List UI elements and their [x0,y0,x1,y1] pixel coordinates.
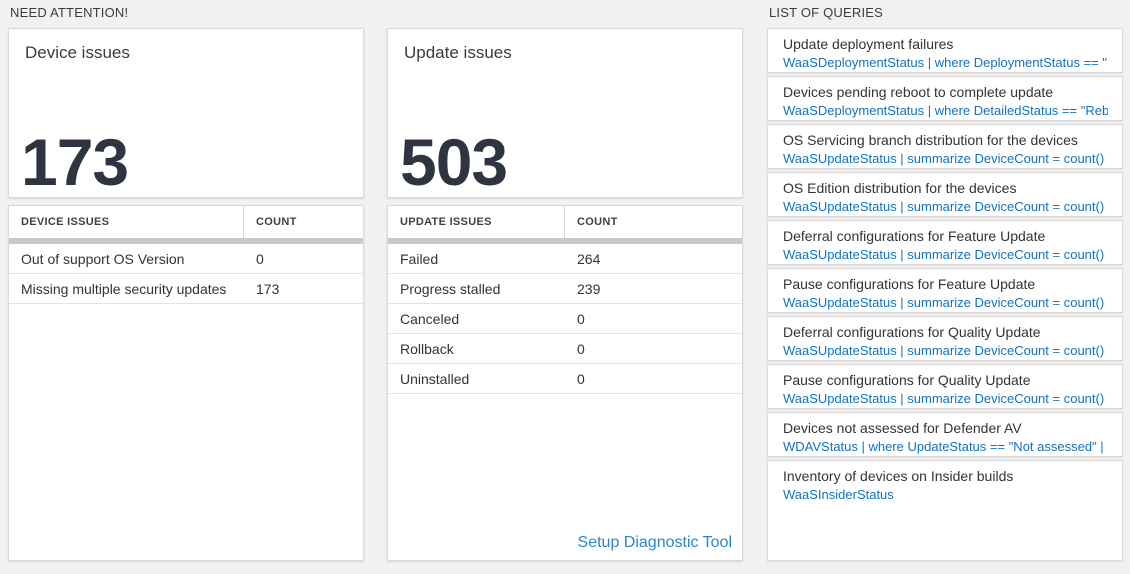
query-item[interactable]: Update deployment failures WaaSDeploymen… [767,28,1123,73]
table-row[interactable]: Uninstalled 0 [388,364,742,394]
list-of-queries-section-header: LIST OF QUERIES [769,5,884,20]
device-table-scrollbar-track[interactable] [9,238,363,244]
row-count: 0 [577,310,585,327]
query-title: Inventory of devices on Insider builds [783,468,1014,484]
query-text: WaaSDeploymentStatus | where DetailedSta… [783,103,1108,118]
device-table-header-count: COUNT [256,216,297,228]
row-count: 0 [577,370,585,387]
query-text: WaaSUpdateStatus | summarize DeviceCount… [783,295,1108,310]
query-list: Update deployment failures WaaSDeploymen… [767,28,1123,561]
query-item[interactable]: Pause configurations for Feature Update … [767,268,1123,313]
query-title: Pause configurations for Quality Update [783,372,1031,388]
device-issues-card[interactable]: Device issues 173 [8,28,364,198]
query-title: OS Edition distribution for the devices [783,180,1017,196]
query-text: WaaSUpdateStatus | summarize DeviceCount… [783,199,1108,214]
query-text: WDAVStatus | where UpdateStatus == "Not … [783,439,1108,454]
device-issues-table: DEVICE ISSUES COUNT Out of support OS Ve… [8,205,364,561]
query-title: OS Servicing branch distribution for the… [783,132,1078,148]
query-title: Update deployment failures [783,36,954,52]
query-text: WaaSUpdateStatus | summarize DeviceCount… [783,247,1108,262]
update-table-header-issues: UPDATE ISSUES [388,206,565,238]
update-issues-count: 503 [400,125,508,199]
query-title: Pause configurations for Feature Update [783,276,1036,292]
row-label: Failed [400,250,439,267]
row-label: Progress stalled [400,280,501,297]
update-table-header-count: COUNT [577,216,618,228]
query-text: WaaSDeploymentStatus | where DeploymentS… [783,55,1108,70]
table-row[interactable]: Failed 264 [388,244,742,274]
table-row[interactable]: Out of support OS Version 0 [9,244,363,274]
query-item[interactable]: Inventory of devices on Insider builds W… [767,460,1123,561]
update-issues-card[interactable]: Update issues 503 [387,28,743,198]
setup-diagnostic-tool-link[interactable]: Setup Diagnostic Tool [577,534,732,551]
query-item[interactable]: Devices pending reboot to complete updat… [767,76,1123,121]
query-item[interactable]: OS Edition distribution for the devices … [767,172,1123,217]
need-attention-section-header: NEED ATTENTION! [10,5,129,20]
row-count: 264 [577,250,601,267]
query-text: WaaSUpdateStatus | summarize DeviceCount… [783,391,1108,406]
query-item[interactable]: Devices not assessed for Defender AV WDA… [767,412,1123,457]
device-table-header-row: DEVICE ISSUES COUNT [9,206,363,238]
row-count: 0 [577,340,585,357]
update-issues-card-title: Update issues [404,43,512,62]
query-text: WaaSInsiderStatus [783,487,894,502]
row-label: Missing multiple security updates [21,280,227,297]
table-row[interactable]: Rollback 0 [388,334,742,364]
row-label: Out of support OS Version [21,250,185,267]
query-item[interactable]: OS Servicing branch distribution for the… [767,124,1123,169]
device-issues-count: 173 [21,125,129,199]
table-row[interactable]: Missing multiple security updates 173 [9,274,363,304]
query-title: Deferral configurations for Quality Upda… [783,324,1041,340]
table-row[interactable]: Canceled 0 [388,304,742,334]
update-table-scrollbar-track[interactable] [388,238,742,244]
query-item[interactable]: Deferral configurations for Feature Upda… [767,220,1123,265]
update-issues-table: UPDATE ISSUES COUNT Failed 264 Progress … [387,205,743,561]
row-count: 0 [256,250,264,267]
row-label: Canceled [400,310,460,327]
query-title: Deferral configurations for Feature Upda… [783,228,1046,244]
query-item[interactable]: Pause configurations for Quality Update … [767,364,1123,409]
row-count: 173 [256,280,280,297]
row-label: Uninstalled [400,370,470,387]
update-table-header-row: UPDATE ISSUES COUNT [388,206,742,238]
row-label: Rollback [400,340,454,357]
table-row[interactable]: Progress stalled 239 [388,274,742,304]
row-count: 239 [577,280,601,297]
device-issues-card-title: Device issues [25,43,130,62]
query-text: WaaSUpdateStatus | summarize DeviceCount… [783,343,1108,358]
query-text: WaaSUpdateStatus | summarize DeviceCount… [783,151,1108,166]
query-title: Devices pending reboot to complete updat… [783,84,1054,100]
query-title: Devices not assessed for Defender AV [783,420,1022,436]
query-item[interactable]: Deferral configurations for Quality Upda… [767,316,1123,361]
device-table-header-issues: DEVICE ISSUES [9,206,244,238]
